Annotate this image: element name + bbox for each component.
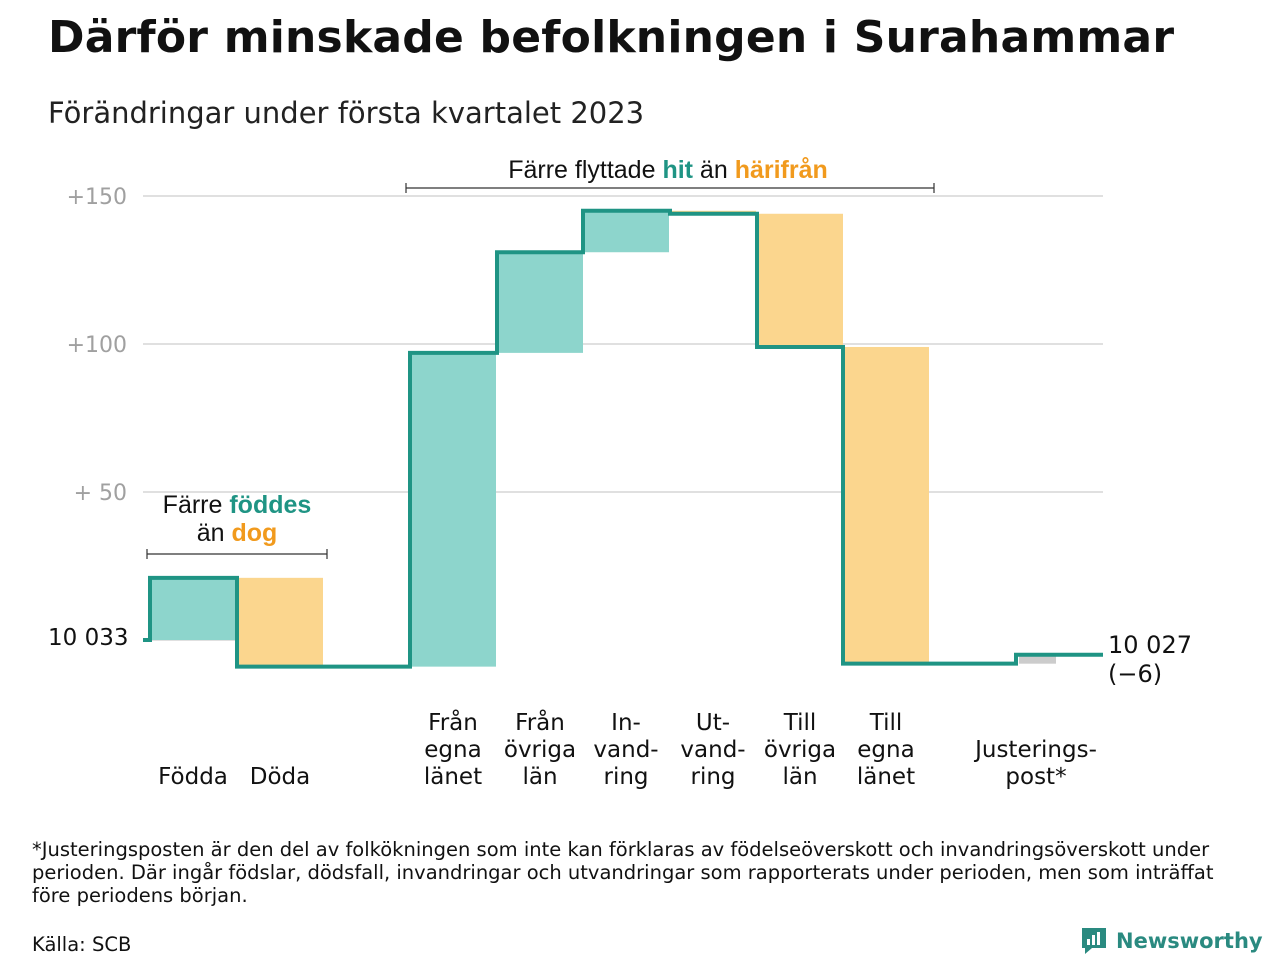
births-annotation-line2: än dog (197, 519, 278, 547)
bar-från-övriga-län (497, 252, 583, 353)
chart-title: Därför minskade befolkningen i Surahamma… (48, 12, 1175, 63)
migration-annotation-text: Färre flyttade hit än härifrån (508, 156, 828, 184)
line-layer (143, 208, 1103, 669)
category-label: Till övriga län (764, 710, 836, 790)
bar-justeringspost- (1019, 654, 1056, 664)
migration-annotation-bracket (405, 183, 935, 193)
category-label: Döda (250, 764, 310, 790)
bar-från-egna-länet (410, 352, 496, 667)
footnote: *Justeringsposten är den del av folkökni… (32, 838, 1214, 907)
y-tick-label: +150 (67, 185, 127, 210)
bar-till-övriga-län (757, 213, 843, 347)
bars-layer (150, 210, 1056, 667)
grid-layer: + 50 +100 +150 (67, 185, 1103, 641)
newsworthy-logo-icon (1082, 928, 1106, 954)
source-label: Källa: SCB (32, 933, 132, 956)
category-label: Justerings-post* (973, 737, 1097, 790)
brand-logo: Newsworthy (1080, 926, 1263, 956)
bar-till-egna-länet (843, 346, 929, 664)
cumulative-step-line (143, 208, 1103, 669)
migration-annotation: Färre flyttade hit än härifrån (405, 156, 935, 193)
bar-döda (237, 577, 323, 667)
births-annotation-bracket (146, 549, 328, 559)
end-change-label: (−6) (1108, 660, 1162, 688)
category-label: Födda (158, 764, 228, 790)
chart-subtitle: Förändringar under första kvartalet 2023 (48, 96, 645, 130)
category-label: Ut-vand-ring (680, 710, 745, 790)
y-tick-label: + 50 (74, 481, 127, 506)
births-annotation: Färre föddes än dog (146, 491, 328, 559)
end-value-label: 10 027 (1108, 631, 1192, 659)
labels-layer: Födda Döda Från egna länet Från övriga län In-va… (158, 708, 1097, 790)
waterfall-chart: + 50 +100 +150 Födda Döda Från egna länet Från ö… (48, 156, 1192, 790)
category-label: In-vand-ring (593, 710, 658, 790)
start-value-label: 10 033 (48, 625, 128, 651)
y-tick-label: +100 (67, 333, 127, 358)
brand-name: Newsworthy (1116, 929, 1263, 953)
bar-in-vandring (583, 210, 669, 253)
category-label: Från egna länet (424, 708, 482, 790)
bar-födda (150, 577, 236, 640)
category-label: Till egna länet (857, 710, 915, 790)
births-annotation-line1: Färre föddes (163, 491, 312, 519)
category-label: Från övriga län (504, 708, 576, 790)
